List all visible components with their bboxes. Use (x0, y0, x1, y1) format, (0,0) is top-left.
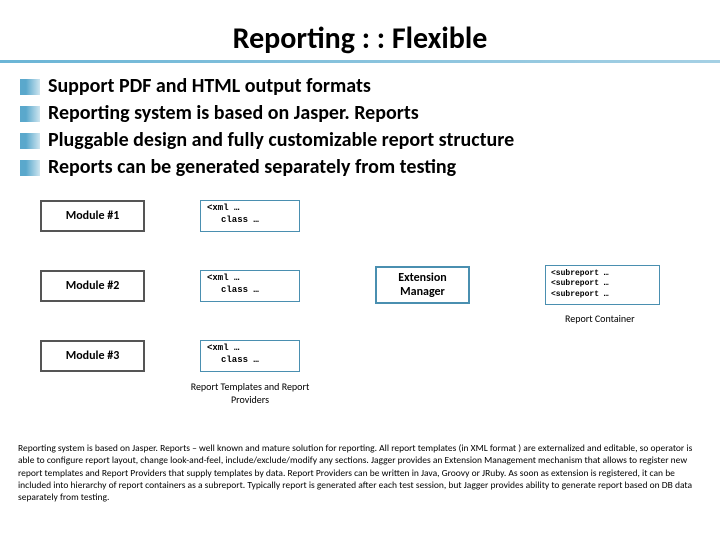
bullet-text: Reporting system is based on Jasper. Rep… (48, 101, 419, 126)
ext-label: Extension Manager (398, 271, 447, 300)
subreport-box: <subreport … <subreport … <subreport … (545, 265, 660, 305)
bullet-text: Support PDF and HTML output formats (48, 74, 371, 99)
sub-line: <subreport … (551, 290, 654, 300)
xml-line: class … (207, 215, 293, 227)
bullet-icon (20, 133, 40, 149)
title-bar: Reporting : : Flexible (0, 20, 720, 57)
extension-manager-box: Extension Manager (375, 266, 470, 304)
xml-line: class … (207, 355, 293, 367)
module-box: Module #3 (40, 340, 145, 372)
sub-line: <subreport … (551, 269, 654, 279)
xml-line: <xml … (207, 203, 293, 215)
bullet-item: Reporting system is based on Jasper. Rep… (20, 101, 700, 126)
bullet-item: Reports can be generated separately from… (20, 155, 700, 180)
bullet-item: Pluggable design and fully customizable … (20, 128, 700, 153)
page-title: Reporting : : Flexible (233, 20, 488, 57)
module-box: Module #2 (40, 270, 145, 302)
bullet-item: Support PDF and HTML output formats (20, 74, 700, 99)
xml-line: class … (207, 285, 293, 297)
xml-box: <xml … class … (200, 200, 300, 232)
bullet-icon (20, 160, 40, 176)
xml-line: <xml … (207, 273, 293, 285)
xml-line: <xml … (207, 343, 293, 355)
xml-box: <xml … class … (200, 340, 300, 372)
bullet-icon (20, 79, 40, 95)
bullet-icon (20, 106, 40, 122)
bullet-list: Support PDF and HTML output formats Repo… (20, 74, 700, 182)
module-box: Module #1 (40, 200, 145, 232)
title-underline (0, 60, 720, 63)
bullet-text: Pluggable design and fully customizable … (48, 128, 514, 153)
diagram-area: Module #1 Module #2 Module #3 <xml … cla… (40, 200, 680, 430)
caption-templates: Report Templates and Report Providers (170, 380, 330, 406)
xml-box: <xml … class … (200, 270, 300, 302)
bullet-text: Reports can be generated separately from… (48, 155, 456, 180)
caption-container: Report Container (565, 312, 635, 325)
footer-text: Reporting system is based on Jasper. Rep… (18, 442, 702, 504)
sub-line: <subreport … (551, 279, 654, 289)
